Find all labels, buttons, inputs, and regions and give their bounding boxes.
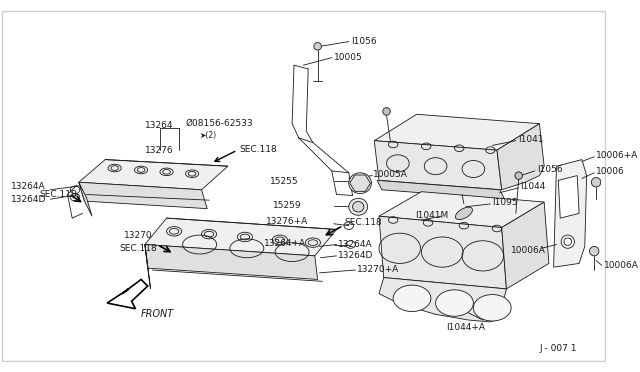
Polygon shape [374, 141, 502, 190]
Text: ➤(2): ➤(2) [200, 131, 217, 141]
Ellipse shape [561, 235, 574, 248]
Text: 13264A: 13264A [11, 182, 45, 192]
Ellipse shape [515, 172, 522, 179]
Polygon shape [107, 279, 148, 309]
Ellipse shape [314, 42, 321, 50]
Text: 13264D: 13264D [11, 195, 46, 204]
Ellipse shape [591, 177, 601, 187]
Polygon shape [349, 175, 371, 191]
Text: 13276+A: 13276+A [266, 217, 308, 227]
Text: SEC.118: SEC.118 [344, 218, 382, 227]
Text: I1056: I1056 [536, 166, 563, 174]
Text: 13270: 13270 [124, 231, 153, 240]
Text: SEC.118: SEC.118 [39, 190, 77, 199]
Polygon shape [374, 114, 540, 150]
Ellipse shape [564, 238, 572, 246]
Text: 10006A: 10006A [604, 261, 639, 270]
Ellipse shape [349, 198, 367, 215]
Polygon shape [558, 176, 579, 218]
Text: I1056: I1056 [351, 37, 376, 46]
Text: 13264D: 13264D [339, 251, 374, 260]
Text: I1044+A: I1044+A [446, 323, 485, 332]
Text: 15255: 15255 [271, 177, 299, 186]
Text: I1095: I1095 [492, 199, 518, 208]
Ellipse shape [353, 176, 367, 190]
Polygon shape [79, 182, 207, 209]
Ellipse shape [436, 290, 474, 316]
Ellipse shape [474, 295, 511, 321]
Polygon shape [79, 182, 92, 216]
Ellipse shape [383, 108, 390, 115]
Polygon shape [377, 180, 504, 199]
Text: SEC.118: SEC.118 [120, 244, 157, 253]
Polygon shape [379, 216, 506, 289]
Ellipse shape [353, 202, 364, 212]
Polygon shape [554, 160, 587, 267]
Text: I1041M: I1041M [415, 211, 448, 220]
Text: 10005: 10005 [333, 53, 362, 62]
Text: 13276: 13276 [145, 145, 173, 155]
Ellipse shape [456, 207, 472, 219]
Text: I1044: I1044 [520, 182, 546, 192]
Text: 13264A: 13264A [339, 240, 373, 249]
Text: 13264: 13264 [145, 121, 173, 130]
Text: J - 007 1: J - 007 1 [540, 344, 577, 353]
Ellipse shape [393, 285, 431, 311]
Text: 10006: 10006 [596, 167, 625, 176]
Polygon shape [497, 124, 544, 190]
Ellipse shape [589, 246, 599, 256]
Text: 10006+A: 10006+A [596, 151, 639, 160]
Text: 13264+A: 13264+A [264, 239, 306, 248]
Text: I1041: I1041 [518, 135, 543, 144]
Polygon shape [145, 244, 317, 279]
Polygon shape [79, 160, 228, 190]
Polygon shape [502, 202, 549, 289]
Ellipse shape [349, 173, 371, 193]
Polygon shape [145, 244, 150, 289]
Text: 10006A: 10006A [511, 246, 546, 255]
Text: 13270+A: 13270+A [357, 264, 399, 273]
Polygon shape [145, 218, 337, 256]
Polygon shape [3, 12, 605, 360]
Polygon shape [379, 192, 544, 228]
Text: SEC.118: SEC.118 [239, 145, 277, 154]
Text: Ø08156-62533: Ø08156-62533 [186, 119, 253, 128]
Text: 15259: 15259 [273, 201, 302, 210]
Polygon shape [379, 278, 506, 322]
Text: 10005A: 10005A [373, 170, 408, 179]
Text: FRONT: FRONT [141, 310, 174, 320]
